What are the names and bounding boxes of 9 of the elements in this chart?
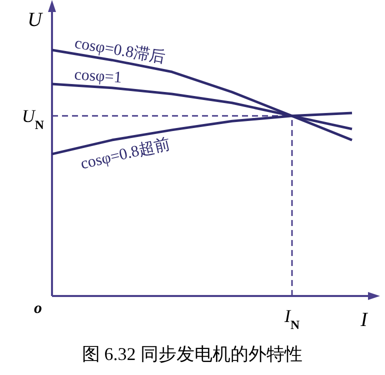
text: o <box>34 300 42 317</box>
series-label: cosφ=1 <box>74 66 122 86</box>
text: I$_{N}$ <box>284 306 300 332</box>
y-axis-title: U <box>28 9 44 31</box>
text: cosφ=0.8滞后 <box>73 34 167 67</box>
ref-line-label: U$_{N}$ <box>22 106 44 132</box>
text: 图 6.32 同步发电机的外特性 <box>82 344 302 364</box>
text: cosφ=0.8超前 <box>78 134 172 173</box>
x-axis-title: I <box>360 309 369 331</box>
